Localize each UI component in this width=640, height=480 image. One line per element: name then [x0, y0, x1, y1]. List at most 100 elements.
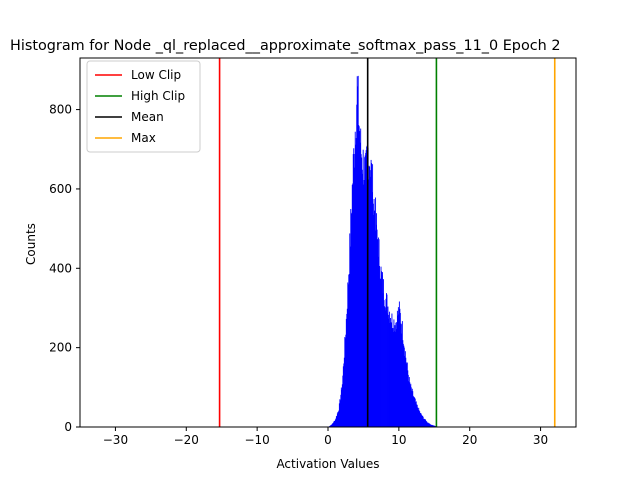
- histogram-bar: [336, 413, 338, 427]
- histogram-bar: [431, 424, 433, 427]
- histogram-bar: [358, 125, 360, 428]
- histogram-bar: [423, 418, 425, 427]
- histogram-bar: [373, 198, 375, 427]
- histogram-bar: [357, 86, 359, 427]
- histogram-bar: [404, 355, 406, 427]
- histogram-bar: [428, 423, 430, 427]
- histogram-bar: [401, 333, 403, 427]
- histogram-bar: [386, 294, 388, 427]
- histogram-bar: [410, 387, 412, 427]
- histogram-bar: [342, 366, 344, 427]
- histogram-bar: [332, 422, 334, 427]
- histogram-bar: [422, 415, 424, 427]
- histogram-bar: [420, 413, 422, 427]
- histogram-bar: [391, 313, 393, 427]
- histogram-bar: [394, 331, 396, 427]
- histogram-bar: [388, 318, 389, 427]
- histogram-bar: [369, 176, 371, 427]
- histogram-bar: [420, 413, 422, 427]
- histogram-bar: [355, 138, 357, 428]
- histogram-bar: [376, 213, 378, 427]
- histogram-bar: [390, 322, 392, 427]
- histogram-bar: [399, 312, 401, 427]
- histogram-bar: [381, 271, 382, 427]
- legend-label: Max: [131, 131, 156, 145]
- histogram-bars: [328, 75, 439, 428]
- legend-label: High Clip: [131, 89, 185, 103]
- legend: Low Clip High Clip Mean Max: [86, 60, 201, 153]
- histogram-bar: [349, 233, 351, 427]
- histogram-bar: [398, 314, 400, 427]
- histogram-bar: [428, 423, 430, 427]
- x-tick-label: −30: [103, 433, 128, 447]
- histogram-bar: [388, 314, 390, 427]
- histogram-bar: [415, 402, 417, 427]
- histogram-bar: [340, 387, 342, 427]
- x-tick-label: −10: [244, 433, 269, 447]
- histogram-bar: [362, 149, 364, 427]
- histogram-bar: [407, 370, 409, 427]
- histogram-bar: [368, 165, 370, 427]
- histogram-bar: [380, 266, 382, 427]
- histogram-bar: [370, 159, 372, 428]
- histogram-bar: [422, 416, 424, 427]
- histogram-bar: [387, 313, 388, 427]
- histogram-bar: [426, 421, 428, 427]
- histogram-bar: [354, 153, 356, 427]
- x-tick-label: 0: [324, 433, 332, 447]
- histogram-bar: [393, 331, 395, 427]
- histogram-bar: [334, 420, 336, 427]
- histogram-bar: [345, 334, 347, 427]
- histogram-bar: [371, 192, 373, 427]
- histogram-bar: [347, 284, 349, 427]
- histogram-bar: [374, 230, 376, 427]
- histogram-bar: [359, 131, 361, 427]
- legend-box: [86, 60, 201, 153]
- x-tick-label: 30: [533, 433, 548, 447]
- histogram-bar: [403, 347, 405, 427]
- y-tick-label: 0: [64, 420, 72, 434]
- chart-title: Histogram for Node _ql_replaced__approxi…: [10, 38, 561, 54]
- histogram-bar: [384, 307, 386, 427]
- histogram-bar: [360, 128, 362, 427]
- plot-area: −30 −20 −10 0 10 20 30 0 200 400 600 800: [49, 57, 577, 447]
- histogram-bar: [330, 425, 332, 427]
- histogram-bar: [357, 75, 359, 427]
- histogram-bar: [392, 332, 394, 427]
- histogram-bar: [330, 425, 332, 427]
- histogram-bar: [427, 422, 429, 427]
- histogram-bar: [387, 306, 389, 427]
- histogram-bar: [337, 412, 339, 427]
- histogram-bar: [434, 425, 436, 427]
- histogram-bar: [392, 328, 394, 427]
- histogram-bar: [396, 329, 398, 427]
- histogram-bar: [343, 357, 345, 427]
- histogram-bar: [375, 224, 377, 427]
- histogram-bar: [346, 308, 348, 427]
- histogram-bar: [347, 282, 349, 427]
- histogram-bar: [432, 425, 434, 427]
- histogram-bar: [385, 298, 387, 427]
- histogram-bar: [384, 306, 385, 427]
- histogram-bar: [340, 394, 342, 427]
- histogram-bar: [409, 382, 411, 427]
- histogram-bar: [406, 363, 408, 427]
- histogram-bar: [365, 152, 367, 427]
- legend-label: Low Clip: [131, 68, 181, 82]
- histogram-bar: [405, 357, 407, 427]
- histogram-bar: [341, 384, 343, 427]
- histogram-bar: [383, 279, 384, 427]
- histogram-bar: [394, 325, 396, 427]
- histogram-bar: [433, 425, 435, 427]
- histogram-bar: [427, 422, 429, 427]
- histogram-bar: [341, 389, 343, 427]
- histogram-bar: [365, 150, 367, 428]
- histogram-bar: [409, 385, 411, 427]
- histogram-bar: [338, 410, 340, 427]
- histogram-bar: [375, 197, 377, 427]
- histogram-bar: [411, 388, 413, 427]
- y-tick-label: 800: [49, 103, 72, 117]
- histogram-bar: [408, 381, 410, 427]
- x-tick-label: 20: [462, 433, 477, 447]
- histogram-bar: [382, 293, 384, 427]
